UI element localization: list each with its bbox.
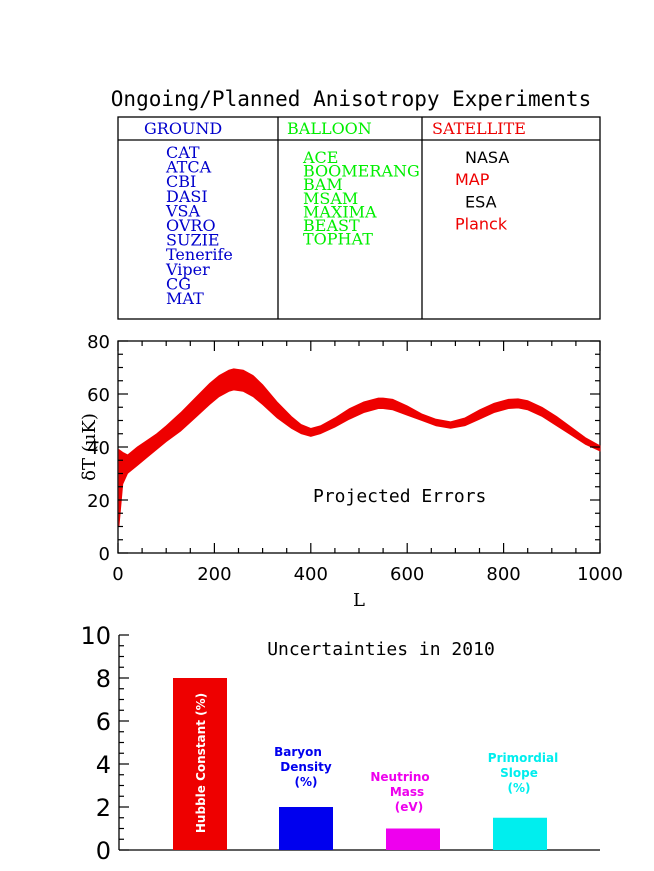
bar-label-line: Primordial <box>488 751 558 765</box>
x-tick-label: 1000 <box>577 564 623 585</box>
experiment-viper: Viper <box>165 260 210 279</box>
y-tick-label: 20 <box>87 491 110 512</box>
experiment-tophat: TOPHAT <box>303 230 373 249</box>
bar-label-line: Baryon <box>274 745 322 759</box>
bar-4 <box>493 817 547 850</box>
x-tick-label: 800 <box>486 564 520 585</box>
bar-label-hubble: Hubble Constant (%) <box>194 693 208 833</box>
y-tick-label: 0 <box>99 544 110 565</box>
experiment-msam: MSAM <box>303 189 358 208</box>
experiment-ovro: OVRO <box>166 216 216 235</box>
experiment-map: MAP <box>455 170 490 189</box>
experiment-esa: ESA <box>465 192 497 211</box>
experiment-maxima: MAXIMA <box>303 202 377 221</box>
bars <box>173 678 547 850</box>
bar-1 <box>173 678 227 850</box>
column-header-balloon: BALLOON <box>287 119 372 138</box>
bar-y-tick-label: 10 <box>80 622 111 650</box>
experiment-tenerife: Tenerife <box>166 245 233 264</box>
bar-3 <box>386 828 440 850</box>
power-spectrum-chart: 0 200 400 600 800 1000 0 20 40 60 80 L δT (μK) Pr… <box>79 332 623 611</box>
bar-y-tick-label: 0 <box>96 837 111 865</box>
column-header-ground: GROUND <box>144 119 222 138</box>
experiment-bam: BAM <box>303 175 343 194</box>
bar-y-tick-label: 4 <box>96 751 111 779</box>
table-frame <box>117 116 601 320</box>
bar-label-line: Neutrino <box>370 770 429 784</box>
projected-error-band <box>118 368 601 527</box>
annotation-projected-errors: Projected Errors <box>313 486 486 507</box>
y-tick-label: 60 <box>87 385 110 406</box>
experiment-atca: ATCA <box>165 158 212 177</box>
bar-label-line: (eV) <box>395 800 423 814</box>
y-tick-label: 40 <box>87 438 110 459</box>
bar-label-line: Density <box>280 760 332 774</box>
bar-y-tick-labels: 0 2 4 6 8 10 <box>80 622 111 865</box>
y-tick-label: 80 <box>87 332 110 353</box>
experiment-suzie: SUZIE <box>166 231 220 250</box>
y-tick-labels: 0 20 40 60 80 <box>87 332 110 565</box>
experiment-dasi: DASI <box>166 187 208 206</box>
experiment-boomerang: BOOMERANG <box>303 162 420 181</box>
experiment-mat: MAT <box>166 289 204 308</box>
experiment-planck: Planck <box>455 215 508 234</box>
bar-label-line: (%) <box>295 775 318 789</box>
experiment-beast: BEAST <box>303 216 360 235</box>
y-axis-label: δT (μK) <box>79 413 100 481</box>
experiment-cbi: CBI <box>166 172 196 191</box>
bar-y-tick-label: 6 <box>96 708 111 736</box>
x-tick-label: 400 <box>294 564 328 585</box>
axis-ticks <box>117 340 601 554</box>
experiment-cat: CAT <box>166 143 200 162</box>
x-tick-labels: 0 200 400 600 800 1000 <box>112 564 623 585</box>
bar-label-line: Slope <box>500 766 538 780</box>
plot-frame <box>117 340 601 554</box>
experiment-vsa: VSA <box>165 201 201 220</box>
experiment-cg: CG <box>166 274 191 293</box>
bar-y-tick-label: 8 <box>96 665 111 693</box>
bar-chart-title: Uncertainties in 2010 <box>267 639 495 660</box>
x-tick-label: 0 <box>112 564 123 585</box>
figure-title: Ongoing/Planned Anisotropy Experiments <box>111 87 591 111</box>
satellite-experiment-list: NASA MAP ESA Planck <box>455 148 509 234</box>
experiment-ace: ACE <box>302 148 338 167</box>
x-axis-label: L <box>353 590 365 611</box>
bar-axis-ticks <box>119 634 129 851</box>
bar-label-line: (%) <box>508 781 531 795</box>
x-tick-label: 600 <box>390 564 424 585</box>
column-header-satellite: SATELLITE <box>432 119 526 138</box>
experiment-nasa: NASA <box>465 148 509 167</box>
bar-2 <box>279 807 333 850</box>
ground-experiment-list: CATATCACBIDASIVSAOVROSUZIETenerifeViperC… <box>165 143 233 308</box>
x-tick-label: 200 <box>197 564 231 585</box>
uncertainty-bar-chart: 0 2 4 6 8 10 Hubble Constant (%) BaryonDensity… <box>80 622 600 865</box>
experiments-table: GROUND BALLOON SATELLITE CATATCACBIDASIV… <box>117 116 601 320</box>
bar-y-tick-label: 2 <box>96 794 111 822</box>
bar-label-line: Mass <box>390 785 424 799</box>
